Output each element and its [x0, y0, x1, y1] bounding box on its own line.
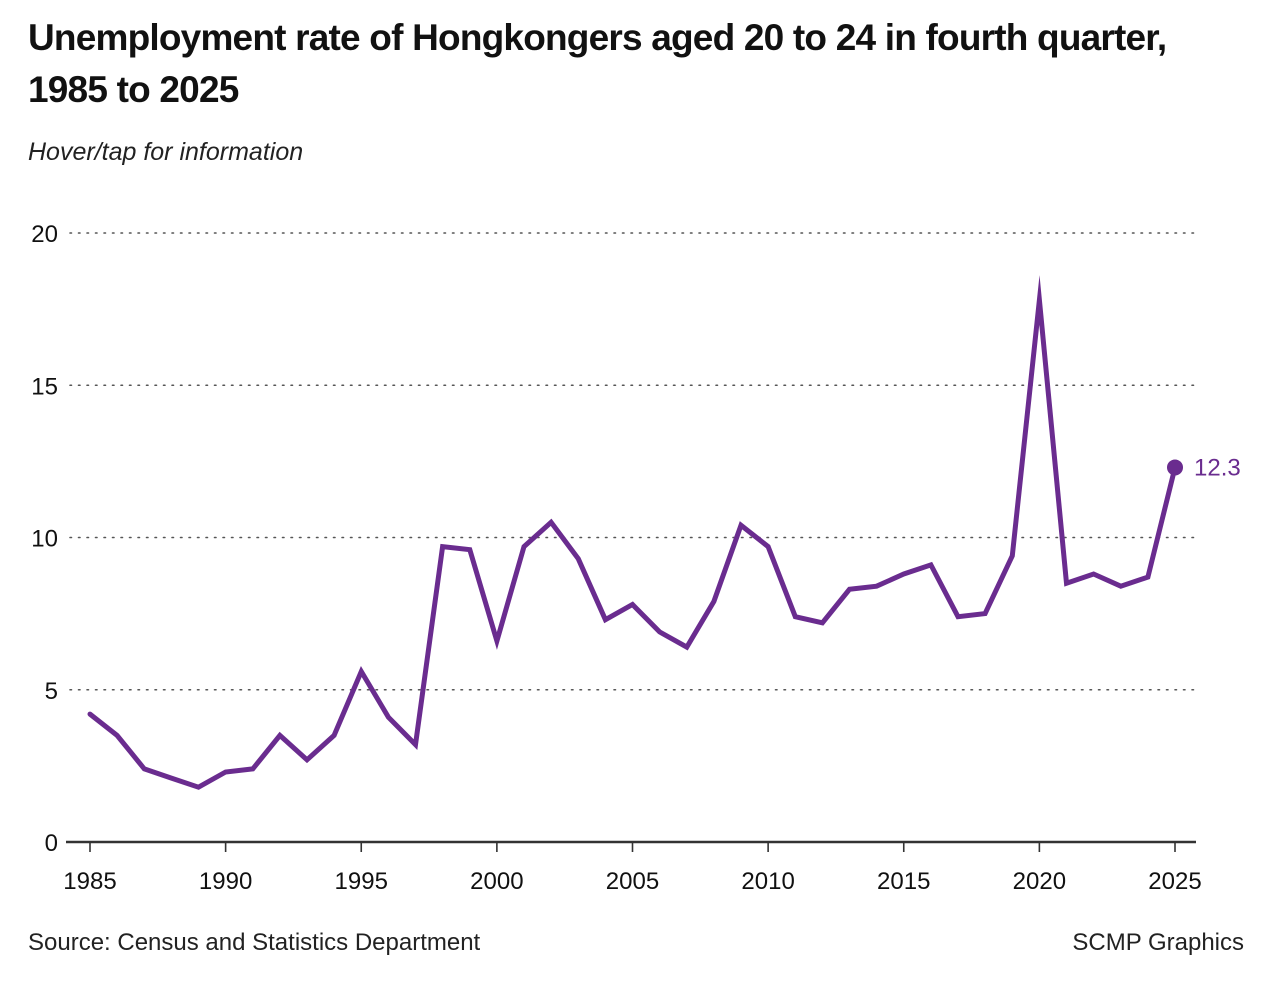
x-tick-label: 1990: [199, 868, 252, 895]
x-tick-label: 1995: [335, 868, 388, 895]
data-point[interactable]: [844, 583, 856, 595]
y-tick-label: 10: [31, 526, 58, 553]
data-point[interactable]: [491, 635, 503, 647]
data-point[interactable]: [193, 781, 205, 793]
data-point[interactable]: [545, 516, 557, 528]
data-point[interactable]: [138, 763, 150, 775]
x-tick-label: 1985: [63, 868, 116, 895]
data-point[interactable]: [84, 708, 96, 720]
data-point[interactable]: [979, 608, 991, 620]
data-point[interactable]: [681, 641, 693, 653]
data-point[interactable]: [572, 553, 584, 565]
data-point[interactable]: [1142, 571, 1154, 583]
data-point[interactable]: [274, 729, 286, 741]
end-point-marker[interactable]: [1167, 459, 1183, 476]
data-point[interactable]: [789, 611, 801, 623]
data-point[interactable]: [328, 729, 340, 741]
chart-title: Unemployment rate of Hongkongers aged 20…: [28, 17, 1167, 110]
data-point[interactable]: [355, 665, 367, 677]
data-point[interactable]: [437, 541, 449, 553]
x-axis: 1985 1990 1995 2000 2005 2010 2015 2020 2025: [63, 840, 1202, 895]
source-note: Source: Census and Statistics Department: [28, 929, 481, 956]
gridlines: [69, 232, 1196, 691]
series-line[interactable]: [87, 275, 1178, 790]
data-point[interactable]: [952, 611, 964, 623]
data-point[interactable]: [247, 763, 259, 775]
y-tick-label: 20: [31, 221, 58, 248]
data-point[interactable]: [1061, 577, 1073, 589]
x-tick-label: 2015: [877, 868, 930, 895]
data-point[interactable]: [301, 754, 313, 766]
data-point[interactable]: [1006, 550, 1018, 562]
y-tick-label: 0: [45, 830, 58, 857]
y-axis: 0 5 10 15 20: [31, 221, 58, 857]
data-point[interactable]: [735, 519, 747, 531]
data-point[interactable]: [410, 739, 422, 751]
y-tick-label: 5: [45, 678, 58, 705]
data-point[interactable]: [220, 766, 232, 778]
credit-note: SCMP Graphics: [1072, 929, 1244, 956]
data-point[interactable]: [1115, 580, 1127, 592]
x-tick-label: 2000: [470, 868, 523, 895]
data-point[interactable]: [518, 541, 530, 553]
data-point[interactable]: [599, 614, 611, 626]
series-layer: [84, 275, 1178, 793]
x-tick-label: 2020: [1013, 868, 1066, 895]
data-point[interactable]: [165, 772, 177, 784]
data-point[interactable]: [708, 595, 720, 607]
data-point[interactable]: [816, 617, 828, 629]
x-tick-label: 2005: [606, 868, 659, 895]
chart-subtitle: Hover/tap for information: [28, 138, 304, 166]
data-point[interactable]: [654, 626, 666, 638]
data-point[interactable]: [627, 598, 639, 610]
data-point[interactable]: [382, 711, 394, 723]
x-tick-label: 2025: [1148, 868, 1201, 895]
data-point[interactable]: [762, 541, 774, 553]
data-point[interactable]: [1088, 568, 1100, 580]
data-point[interactable]: [111, 729, 123, 741]
data-point[interactable]: [871, 580, 883, 592]
y-tick-label: 15: [31, 373, 58, 400]
annotation-layer: 12.3: [1167, 454, 1241, 481]
data-point[interactable]: [1033, 294, 1045, 306]
x-tick-label: 2010: [741, 868, 794, 895]
end-value-label: 12.3: [1194, 454, 1241, 481]
data-point[interactable]: [464, 544, 476, 556]
data-point[interactable]: [925, 559, 937, 571]
data-point[interactable]: [898, 568, 910, 580]
